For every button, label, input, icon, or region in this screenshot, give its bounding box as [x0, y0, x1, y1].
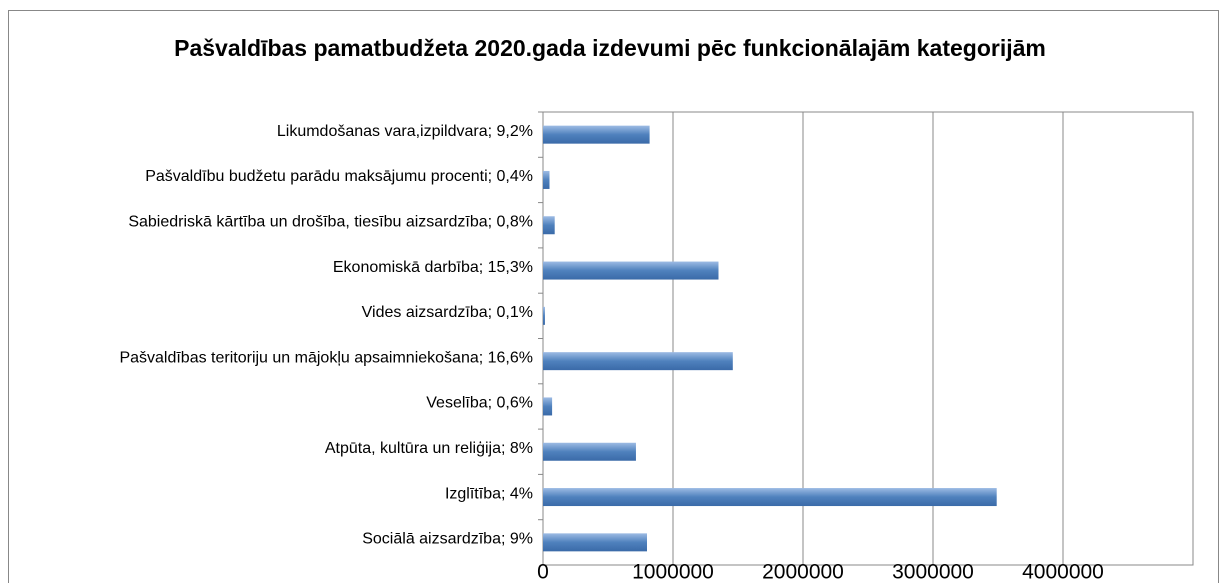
bar — [543, 442, 636, 461]
y-tick-label: Pašvaldības teritoriju un mājokļu apsaim… — [119, 349, 533, 366]
y-tick-label: Likumdošanas vara,izpildvara; 9,2% — [277, 123, 533, 140]
y-tick-label: Pašvaldību budžetu parādu maksājumu proc… — [145, 168, 533, 185]
bar — [543, 170, 550, 189]
y-tick-label: Ekonomiskā darbība; 15,3% — [333, 259, 533, 276]
y-tick-label: Izglītība; 4% — [445, 485, 533, 502]
y-tick-label: Veselība; 0,6% — [426, 395, 533, 412]
chart-title: Pašvaldības pamatbudžeta 2020.gada izdev… — [174, 35, 1046, 61]
x-tick-label: 4000000 — [1022, 561, 1104, 583]
bar — [543, 306, 545, 325]
bar — [543, 125, 650, 144]
bar — [543, 261, 719, 280]
x-tick-label: 2000000 — [762, 561, 844, 583]
x-tick-label: 0 — [537, 561, 549, 583]
y-tick-label: Sabiedriskā kārtība un drošība, tiesību … — [128, 213, 533, 230]
bar — [543, 397, 553, 416]
bar — [543, 352, 733, 371]
x-tick-label: 1000000 — [632, 561, 714, 583]
x-tick-label: 3000000 — [892, 561, 974, 583]
y-tick-label: Vides aizsardzība; 0,1% — [362, 304, 533, 321]
y-tick-label: Sociālā aizsardzība; 9% — [362, 531, 533, 548]
chart-border — [8, 10, 1219, 583]
bar — [543, 533, 647, 552]
bar — [543, 216, 555, 235]
bar — [543, 488, 997, 507]
y-tick-label: Atpūta, kultūra un reliģija; 8% — [325, 439, 533, 457]
